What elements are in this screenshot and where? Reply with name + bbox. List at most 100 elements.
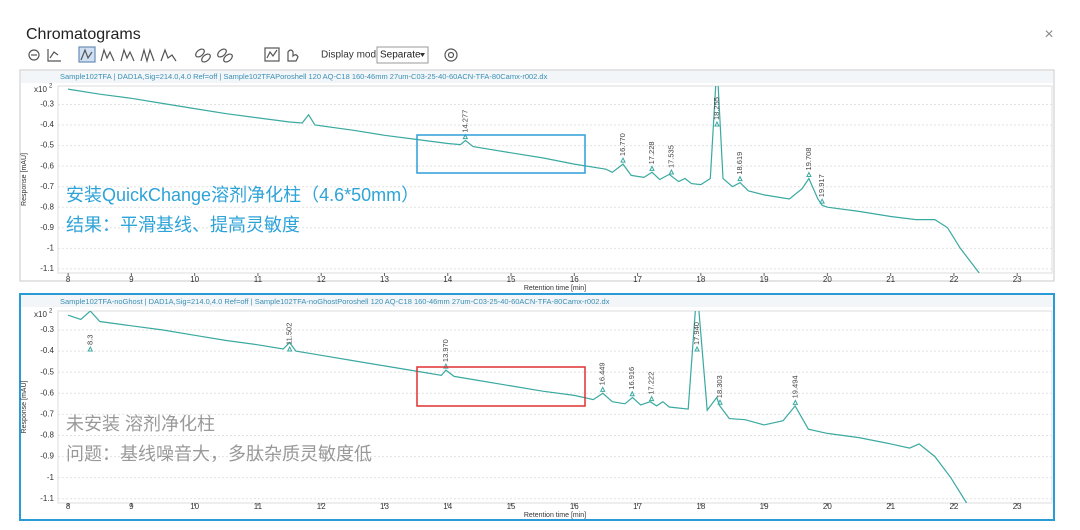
x-tick-label: 12 xyxy=(317,502,326,511)
peak-label: 16.916 xyxy=(627,367,636,390)
x-tick-label: 12 xyxy=(317,275,326,284)
y-tick-label: -0.6 xyxy=(40,388,54,397)
peak-label: 16.770 xyxy=(618,133,627,156)
y-tick-label: -0.9 xyxy=(40,223,54,232)
y-tick-label: -0.4 xyxy=(40,346,54,355)
x-tick-label: 21 xyxy=(886,275,895,284)
y-tick-label: -0.8 xyxy=(40,431,54,440)
x-tick-label: 23 xyxy=(1013,275,1022,284)
peak-label: 17.940 xyxy=(692,322,701,345)
plot-area xyxy=(57,85,1053,274)
peaks-button[interactable] xyxy=(140,47,155,64)
peak-label: 18.619 xyxy=(735,152,744,175)
x-tick-label: 16 xyxy=(570,502,579,511)
x-tick-label: 20 xyxy=(823,502,832,511)
x-tick-label: 21 xyxy=(886,502,895,511)
trace xyxy=(68,86,980,273)
annotation: 未安装 溶剂净化柱 xyxy=(66,414,215,434)
peak-marker xyxy=(629,390,636,397)
annotation: 安装QuickChange溶剂净化柱（4.6*50mm） xyxy=(66,185,419,205)
report-button[interactable] xyxy=(264,47,280,62)
y-tick-label: -0.4 xyxy=(40,120,54,129)
peak-marker xyxy=(792,399,799,405)
y-tick-label: -0.5 xyxy=(40,367,54,376)
peak-marker xyxy=(599,386,606,392)
y-tick-label: -0.5 xyxy=(40,141,54,150)
display-mode-label: Display mode xyxy=(321,50,382,61)
3d-button[interactable] xyxy=(160,48,177,62)
close-button[interactable]: × xyxy=(1044,26,1053,43)
x-tick-label: 19 xyxy=(760,502,769,511)
x-tick-label: 23 xyxy=(1013,502,1022,511)
x-tick-label: 13 xyxy=(380,275,389,284)
peak-label: 19.917 xyxy=(817,174,826,197)
peak-marker xyxy=(462,133,469,140)
peak-marker xyxy=(87,345,94,352)
x-tick-label: 14 xyxy=(443,275,452,284)
peak-marker xyxy=(286,345,293,352)
peak-label: 11.502 xyxy=(285,323,294,345)
y-tick-label: -0.7 xyxy=(40,182,54,191)
x-tick-label: 10 xyxy=(190,502,199,511)
y-tick-label: -1 xyxy=(47,243,55,252)
y-tick-label: -0.6 xyxy=(40,161,54,170)
settings-button[interactable] xyxy=(444,48,458,62)
link-y-button[interactable] xyxy=(216,47,234,63)
peak-marker xyxy=(819,198,825,204)
y-tick-label: -0.9 xyxy=(40,452,54,461)
peak-marker xyxy=(668,168,675,175)
y-tick-label: -0.7 xyxy=(40,409,54,418)
peak-marker xyxy=(648,395,655,402)
y-scale-exponent: 2 xyxy=(49,84,53,90)
y-scale-label: x10 xyxy=(34,310,47,319)
x-tick-label: 9 xyxy=(129,275,134,284)
x-tick-label: 16 xyxy=(570,275,579,284)
x-tick-label: 14 xyxy=(443,502,452,511)
separate-button[interactable] xyxy=(120,48,135,62)
peak-label: 19.708 xyxy=(804,148,813,171)
display-mode-select[interactable] xyxy=(376,46,429,64)
window-title: Chromatograms xyxy=(26,26,141,43)
trace xyxy=(67,311,968,503)
y-tick-label: -0.8 xyxy=(40,202,54,211)
y-axis-label: Response [mAU] xyxy=(21,153,28,206)
stack-button[interactable] xyxy=(100,48,115,62)
peak-marker xyxy=(714,120,720,127)
dropdown-arrow xyxy=(420,53,425,57)
y-tick-label: -0.3 xyxy=(40,325,54,334)
display-mode-value: Separate xyxy=(380,50,421,61)
pan-button[interactable] xyxy=(287,49,299,62)
y-scale-exponent: 2 xyxy=(49,309,53,315)
y-scale-label: x10 xyxy=(34,85,47,94)
annotation: 结果：平滑基线、提高灵敏度 xyxy=(66,215,300,235)
peak-marker xyxy=(717,399,723,405)
overlay-button[interactable] xyxy=(78,46,96,63)
peak-label: 16.449 xyxy=(598,362,607,385)
axis-button[interactable] xyxy=(47,49,61,62)
peak-marker xyxy=(649,165,655,171)
zoom-button[interactable] xyxy=(28,49,40,61)
peak-marker xyxy=(694,345,700,352)
x-tick-label: 8 xyxy=(66,502,71,511)
x-tick-label: 11 xyxy=(254,502,263,511)
x-tick-label: 19 xyxy=(760,275,769,284)
link-x-button[interactable] xyxy=(194,47,212,63)
x-axis-label: Retention time [min] xyxy=(524,285,586,292)
peak-label: 18.255 xyxy=(712,97,721,120)
peak-label: 18.303 xyxy=(715,375,724,398)
peak-label: 17.222 xyxy=(647,372,656,395)
y-tick-label: -1.1 xyxy=(40,494,54,503)
panel-title: Sample102TFA | DAD1A,Sig=214.0,4.0 Ref=o… xyxy=(60,72,548,81)
panel-title: Sample102TFA-noGhost | DAD1A,Sig=214.0,4… xyxy=(60,297,610,306)
panel-title-bar xyxy=(21,295,1053,307)
highlight-box xyxy=(416,134,586,174)
x-tick-label: 10 xyxy=(190,275,199,284)
x-tick-label: 22 xyxy=(949,502,958,511)
x-tick-label: 17 xyxy=(633,275,642,284)
peak-label: 8.3 xyxy=(85,335,94,345)
peak-marker xyxy=(443,362,449,369)
x-tick-label: 11 xyxy=(254,275,263,284)
x-tick-label: 15 xyxy=(507,275,516,284)
highlight-box xyxy=(416,366,586,407)
